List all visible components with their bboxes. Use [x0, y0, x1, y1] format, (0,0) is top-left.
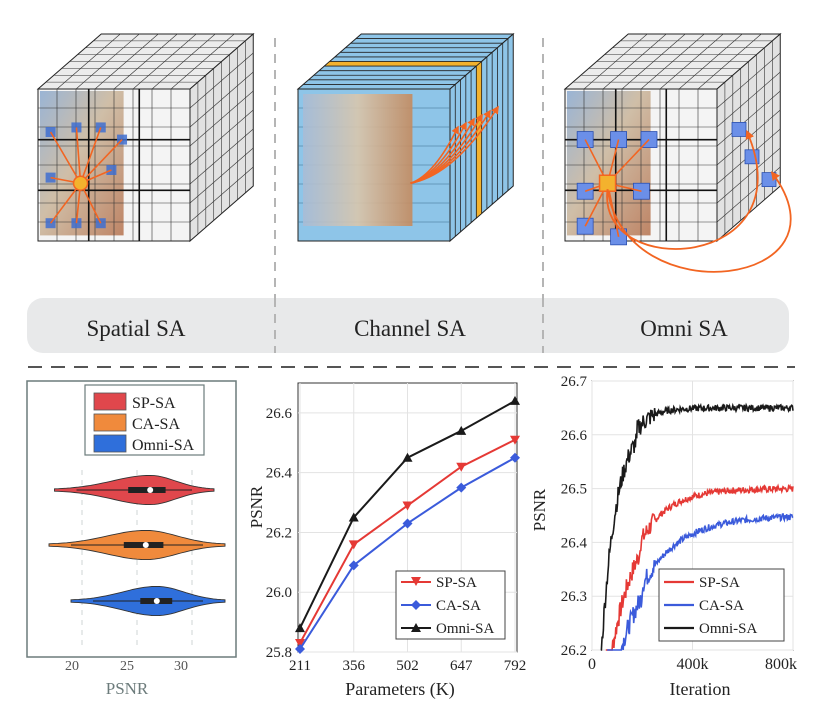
params-ytick: 26.4: [266, 466, 293, 482]
iteration-xtick: 400k: [677, 656, 709, 673]
params-point: [456, 462, 467, 472]
violin-chart: SP-SA CA-SA Omni-SA 20 25 30 PSNR: [26, 380, 237, 698]
params-legend: SP-SA CA-SA Omni-SA: [395, 570, 506, 640]
iteration-ytick: 26.7: [561, 374, 588, 390]
channel-cube-image: [303, 94, 413, 226]
violin-legend: SP-SA CA-SA Omni-SA: [84, 384, 205, 456]
params-point: [402, 452, 413, 462]
params-xtick: 211: [289, 658, 311, 674]
iteration-ytick: 26.6: [561, 428, 588, 444]
iteration-ytick: 26.3: [561, 589, 587, 605]
omni-side-token: [731, 122, 747, 137]
omni-long-arc: [606, 129, 759, 250]
channel-highlight-top: [323, 61, 483, 67]
violin-median: [153, 598, 160, 604]
spatial-sa-cube: [36, 32, 255, 243]
channel-sa-cube: [296, 32, 515, 243]
violin-tick-20: 20: [65, 659, 79, 674]
violin-legend-ca: CA-SA: [132, 416, 180, 433]
params-ytick: 26.2: [266, 525, 292, 541]
iteration-line-ca-sa: [607, 512, 794, 651]
params-point: [402, 518, 413, 529]
iteration-ytick: 26.2: [561, 643, 587, 659]
params-ytick: 26.6: [266, 406, 293, 422]
iteration-ylabel: PSNR: [530, 488, 549, 531]
params-ytick: 25.8: [266, 645, 292, 661]
params-point: [510, 435, 520, 445]
params-xtick: 502: [396, 658, 419, 674]
params-xlabel: Parameters (K): [345, 679, 454, 700]
spatial-sa-label: Spatial SA: [86, 316, 185, 341]
params-point: [510, 395, 520, 405]
omni-cube-image: [567, 91, 651, 236]
iteration-chart: 0 400k 800k 26.2 26.3 26.4 26.5 26.6 26.7 PSNR I…: [530, 374, 797, 699]
label-banner: [27, 298, 789, 353]
omni-sa-label: Omni SA: [640, 316, 728, 341]
params-point: [510, 452, 520, 463]
violin-tick-25: 25: [120, 659, 134, 674]
spatial-attention-line: [79, 139, 123, 184]
params-point: [348, 540, 359, 550]
params-point: [456, 482, 467, 493]
violin-tick-30: 30: [174, 659, 188, 674]
legend-swatch-sp: [93, 392, 127, 411]
iteration-ytick: 26.4: [561, 535, 588, 551]
params-point: [295, 644, 305, 655]
spatial-cube-image: [40, 91, 124, 236]
violin-median: [147, 487, 154, 493]
iteration-xlabel: Iteration: [670, 679, 731, 699]
omni-sa-cube: [563, 32, 792, 273]
params-legend-ca: CA-SA: [436, 598, 481, 614]
params-legend-sp: SP-SA: [436, 575, 477, 591]
iteration-legend: SP-SA CA-SA Omni-SA: [658, 568, 785, 642]
iteration-line-sp-sa: [605, 483, 794, 651]
violin-legend-sp: SP-SA: [132, 395, 176, 412]
params-ytick: 26.0: [266, 585, 292, 601]
spatial-attention-line: [79, 127, 102, 184]
violin-xlabel: PSNR: [106, 679, 149, 698]
legend-swatch-ca: [93, 413, 127, 432]
params-xtick: 647: [450, 658, 473, 674]
channel-highlight-side: [475, 60, 483, 219]
spatial-attention-line: [49, 131, 82, 184]
violin-median: [142, 542, 149, 548]
params-point: [348, 512, 359, 522]
channel-sa-label: Channel SA: [354, 316, 466, 341]
iteration-legend-omni: Omni-SA: [699, 621, 758, 637]
params-point: [456, 425, 467, 435]
violin-box: [128, 487, 166, 493]
params-xtick: 792: [504, 658, 527, 674]
channel-attention-arrow: [410, 105, 499, 185]
params-point: [295, 623, 305, 633]
iteration-line-omni-sa: [600, 402, 794, 651]
params-xtick: 356: [343, 658, 366, 674]
iteration-legend-sp: SP-SA: [699, 575, 740, 591]
iteration-ytick: 26.5: [561, 482, 587, 498]
iteration-xtick: 800k: [765, 656, 797, 673]
violin-legend-omni: Omni-SA: [132, 437, 195, 454]
spatial-query-token: [72, 175, 89, 191]
spatial-attention-line: [49, 182, 82, 224]
omni-long-arc: [606, 171, 792, 273]
params-chart: 211 356 502 647 792 25.8 26.0 26.2 26.4 26.6 PSNR…: [247, 382, 527, 700]
params-legend-omni: Omni-SA: [436, 621, 495, 637]
iteration-xtick: 0: [588, 656, 596, 673]
spatial-attention-line: [75, 127, 82, 184]
params-ylabel: PSNR: [247, 485, 266, 528]
params-point: [348, 560, 359, 571]
params-point: [402, 501, 413, 511]
params-point: [295, 639, 305, 649]
iteration-legend-ca: CA-SA: [699, 598, 744, 614]
legend-swatch-omni: [93, 434, 127, 453]
omni-query-token: [598, 174, 617, 192]
